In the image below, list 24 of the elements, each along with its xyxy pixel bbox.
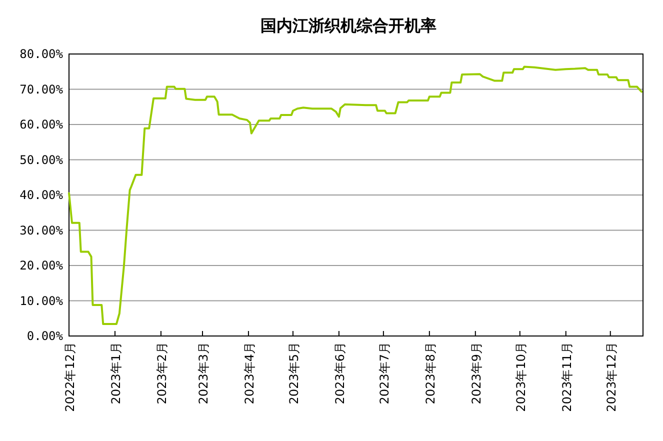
x-tick-label: 2023年9月	[469, 342, 484, 404]
x-tick-label: 2023年11月	[560, 342, 574, 412]
x-tick-label: 2023年8月	[423, 342, 438, 404]
line-series	[68, 66, 643, 326]
y-tick-label: 0.00%	[26, 329, 64, 343]
x-tick-label: 2023年1月	[108, 342, 123, 404]
y-tick-label: 80.00%	[20, 47, 64, 61]
y-tick-label: 50.00%	[20, 152, 64, 167]
x-tick-label: 2023年5月	[286, 342, 301, 404]
x-tick-label: 2023年12月	[604, 342, 618, 412]
x-tick-label: 2023年2月	[154, 342, 169, 404]
y-tick-label: 70.00%	[20, 82, 64, 96]
y-tick-label: 30.00%	[20, 223, 64, 238]
y-tick-label: 20.00%	[20, 258, 64, 272]
x-tick-label: 2023年7月	[377, 342, 392, 404]
x-tick-label: 2022年12月	[63, 342, 77, 412]
x-tick-label: 2023年4月	[242, 342, 256, 404]
x-tick-label: 2023年10月	[514, 342, 528, 412]
chart-title: 国内江浙织机综合开机率	[260, 16, 436, 35]
y-tick-label: 10.00%	[20, 294, 64, 308]
y-tick-label: 60.00%	[20, 118, 64, 132]
x-tick-label: 2023年6月	[332, 342, 347, 404]
x-tick-label: 2023年3月	[196, 342, 210, 404]
y-tick-label: 40.00%	[20, 188, 64, 202]
